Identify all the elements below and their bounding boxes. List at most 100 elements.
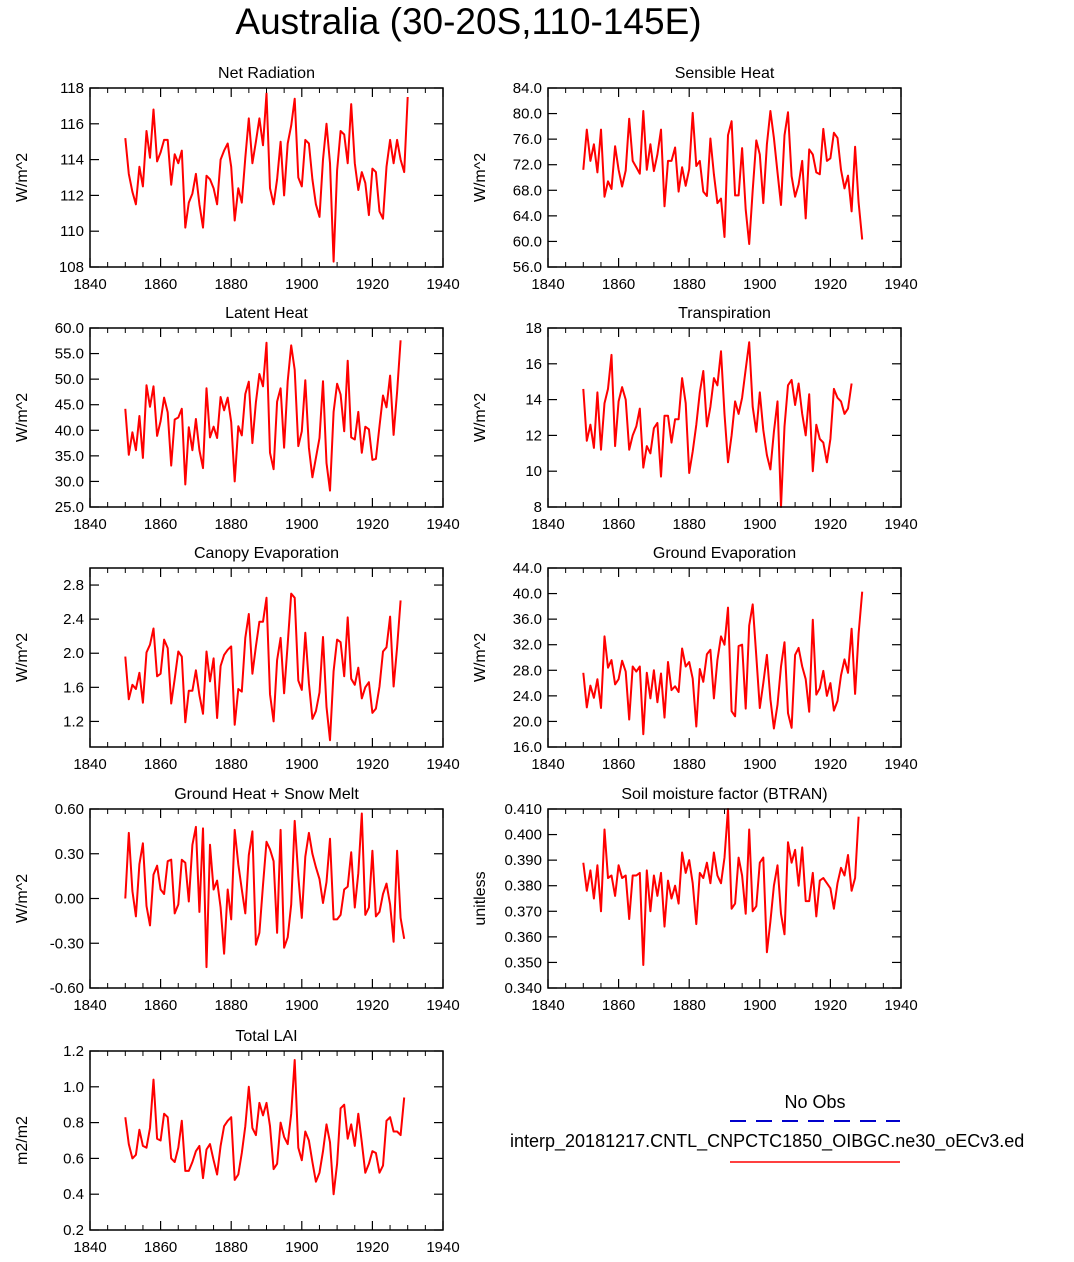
y-tick-label: 116 [60,116,84,133]
x-tick-label: 1940 [426,1239,459,1256]
x-tick-label: 1860 [144,516,177,533]
y-tick-label: 0.400 [504,827,542,844]
y-tick-label: 108 [59,259,84,276]
y-tick-label: 25.0 [55,499,84,516]
x-tick-label: 1880 [215,276,248,293]
x-tick-label: 1840 [73,516,106,533]
y-tick-label: 0.410 [504,801,542,818]
x-tick-label: 1860 [144,756,177,773]
y-tick-label: 0.30 [55,846,84,863]
x-tick-label: 1940 [426,997,459,1014]
chart-net-radiation: Net Radiation W/m^2 1840 1860 1880 1900 1920 19… [14,65,460,293]
y-tick-label: 0.370 [504,903,542,920]
x-tick-label: 1920 [356,1239,389,1256]
x-tick-label: 1840 [73,276,106,293]
x-tick-label: 1860 [602,276,635,293]
series-line [124,1059,406,1196]
legend-model-label: interp_20181217.CNTL_CNPCTC1850_OIBGC.ne… [510,1131,1024,1152]
y-tick-label: 20.0 [513,713,542,730]
y-tick-label: 32.0 [513,637,542,654]
x-tick-label: 1900 [743,516,776,533]
y-tick-label: 0.360 [504,929,542,946]
chart-ground-heat-snow-melt: Ground Heat + Snow Melt W/m^2 1840 1860 1880… [14,786,460,1014]
y-tick-label: 16.0 [513,739,542,756]
chart-title: Ground Evaporation [653,545,796,562]
x-tick-label: 1880 [673,516,706,533]
x-tick-label: 1900 [285,276,318,293]
y-tick-label: 10 [525,463,542,480]
chart-sensible-heat: Sensible Heat W/m^2 1840 1860 1880 1900 1920 19… [472,65,918,293]
y-tick-label: 36.0 [513,611,542,628]
x-tick-label: 1840 [531,997,564,1014]
y-tick-label: 1.2 [63,1043,84,1060]
x-tick-label: 1840 [531,516,564,533]
y-axis-label: W/m^2 [14,633,31,682]
series-line [124,592,402,742]
y-tick-label: 1.0 [63,1079,84,1096]
x-tick-label: 1920 [814,756,847,773]
chart-title: Canopy Evaporation [194,545,339,562]
chart-title: Ground Heat + Snow Melt [174,786,359,803]
y-tick-label: 72.0 [513,157,542,174]
y-tick-label: 2.4 [63,611,84,628]
x-tick-label: 1880 [673,756,706,773]
y-tick-label: 2.0 [63,645,84,662]
y-tick-label: 0.340 [504,980,542,997]
series-line [124,92,409,263]
x-tick-label: 1840 [531,756,564,773]
x-tick-label: 1940 [884,756,917,773]
y-tick-label: 28.0 [513,662,542,679]
series-line [582,591,864,736]
y-tick-label: 0.4 [63,1186,84,1203]
x-tick-label: 1900 [743,276,776,293]
page-title: Australia (30-20S,110-145E) [235,1,702,42]
y-tick-label: 68.0 [513,182,542,199]
x-tick-label: 1840 [73,997,106,1014]
x-tick-label: 1900 [743,997,776,1014]
y-tick-label: 0.8 [63,1115,84,1132]
x-tick-label: 1880 [673,276,706,293]
y-tick-label: 60.0 [513,233,542,250]
y-axis-label: W/m^2 [14,153,31,202]
chart-title: Transpiration [678,305,771,322]
x-tick-label: 1860 [144,997,177,1014]
y-axis-label: m2/m2 [14,1116,31,1165]
y-tick-label: 0.380 [504,878,542,895]
x-tick-label: 1920 [356,276,389,293]
y-tick-label: 84.0 [513,80,542,97]
chart-ground-evaporation: Ground Evaporation W/m^2 1840 1860 1880 1900 1… [472,545,918,773]
y-tick-label: 44.0 [513,560,542,577]
x-tick-label: 1860 [144,1239,177,1256]
y-tick-label: 0.6 [63,1150,84,1167]
x-tick-label: 1940 [426,756,459,773]
x-tick-label: 1900 [743,756,776,773]
y-tick-label: 0.60 [55,801,84,818]
x-tick-label: 1920 [814,516,847,533]
y-tick-label: 118 [60,80,84,97]
y-tick-label: 8 [534,499,542,516]
x-tick-label: 1860 [144,276,177,293]
series-line [582,808,860,966]
y-axis-label: W/m^2 [472,633,489,682]
y-tick-label: 40.0 [513,586,542,603]
x-tick-label: 1840 [73,1239,106,1256]
y-axis-label: W/m^2 [14,393,31,442]
x-tick-label: 1920 [356,756,389,773]
chart-title: Total LAI [235,1028,297,1045]
x-tick-label: 1920 [356,516,389,533]
series-line [582,110,864,245]
y-tick-label: -0.60 [50,980,84,997]
chart-title: Sensible Heat [675,65,775,82]
chart-transpiration: Transpiration W/m^2 1840 1860 1880 1900 1920 19… [472,305,918,533]
x-tick-label: 1940 [884,997,917,1014]
y-tick-label: 35.0 [55,448,84,465]
y-tick-label: 56.0 [513,259,542,276]
x-tick-label: 1860 [602,516,635,533]
x-tick-label: 1840 [531,276,564,293]
x-tick-label: 1900 [285,516,318,533]
x-tick-label: 1920 [814,276,847,293]
y-tick-label: 114 [60,152,84,169]
chart-total-lai: Total LAI m2/m2 1840 1860 1880 1900 1920 1940 0.… [14,1028,460,1256]
y-tick-label: 18 [525,320,542,337]
